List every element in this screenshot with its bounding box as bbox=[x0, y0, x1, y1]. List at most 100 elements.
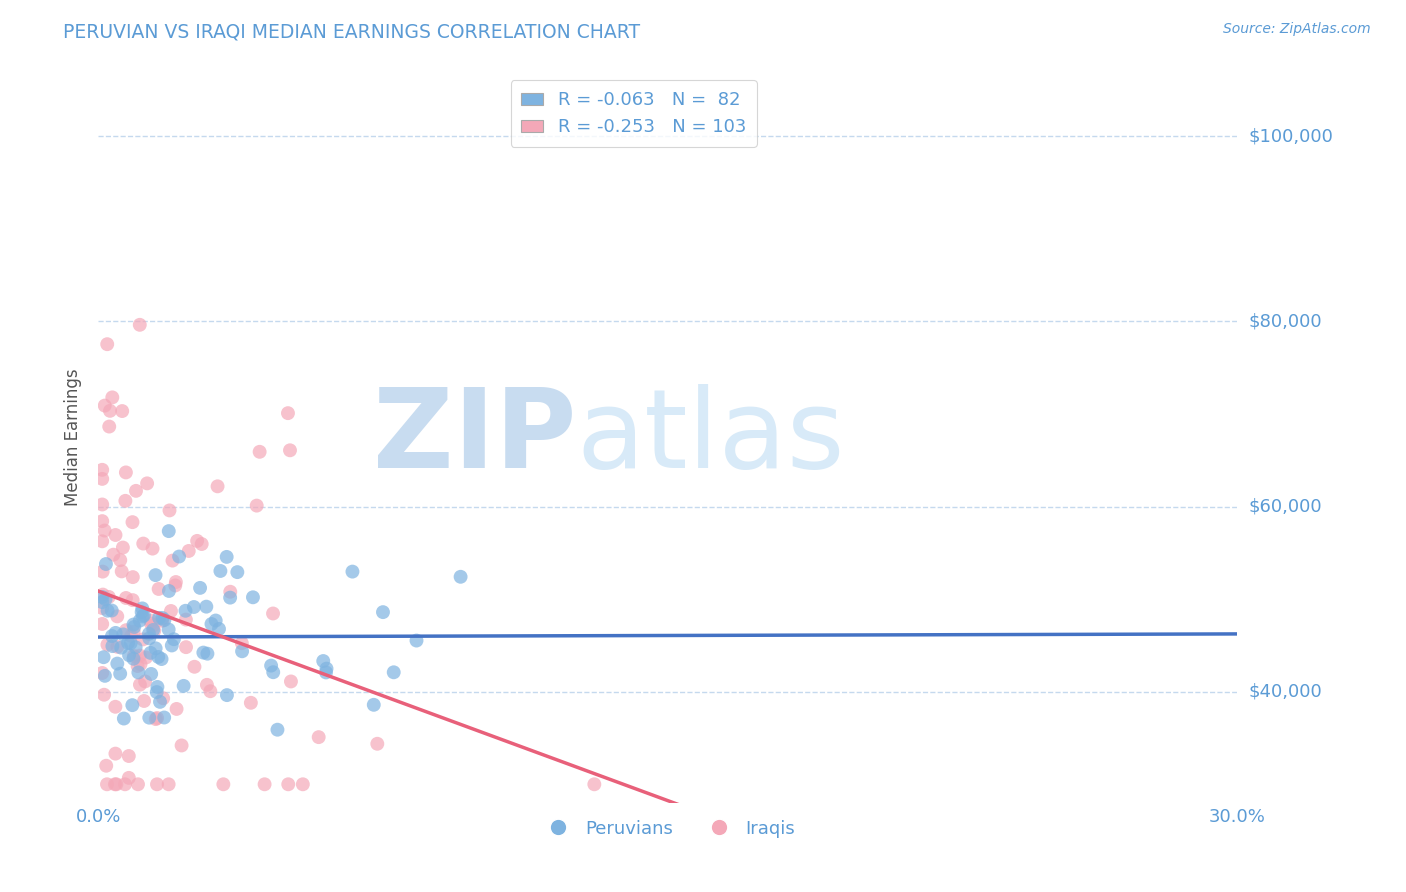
Text: PERUVIAN VS IRAQI MEDIAN EARNINGS CORRELATION CHART: PERUVIAN VS IRAQI MEDIAN EARNINGS CORREL… bbox=[63, 22, 640, 41]
Point bbox=[96, 758, 118, 772]
Point bbox=[91, 514, 114, 528]
Point bbox=[135, 650, 157, 665]
Point bbox=[115, 591, 138, 605]
Point bbox=[162, 553, 184, 567]
Point bbox=[145, 568, 167, 582]
Legend: Peruvians, Iraqis: Peruvians, Iraqis bbox=[533, 813, 803, 845]
Point bbox=[122, 652, 145, 666]
Point bbox=[278, 443, 301, 458]
Point bbox=[91, 601, 114, 615]
Point bbox=[219, 591, 242, 605]
Point bbox=[101, 629, 124, 643]
Point bbox=[118, 648, 141, 663]
Point bbox=[101, 639, 124, 653]
Point bbox=[208, 622, 231, 636]
Point bbox=[127, 659, 149, 673]
Point bbox=[371, 605, 394, 619]
Point bbox=[97, 590, 120, 604]
Point bbox=[152, 691, 174, 706]
Point bbox=[91, 534, 114, 549]
Point bbox=[114, 493, 136, 508]
Point bbox=[104, 528, 127, 542]
Point bbox=[165, 574, 187, 589]
Point bbox=[115, 623, 138, 637]
Point bbox=[291, 777, 314, 791]
Point bbox=[94, 592, 117, 607]
Point bbox=[117, 636, 139, 650]
Point bbox=[266, 723, 288, 737]
Point bbox=[219, 584, 242, 599]
Point bbox=[91, 472, 114, 486]
Point bbox=[96, 638, 118, 652]
Point bbox=[215, 549, 238, 564]
Point bbox=[146, 777, 169, 791]
Point bbox=[138, 627, 160, 641]
Point bbox=[104, 747, 127, 761]
Point bbox=[195, 599, 218, 614]
Point bbox=[100, 603, 122, 617]
Point bbox=[120, 636, 142, 650]
Point bbox=[312, 654, 335, 668]
Point bbox=[93, 399, 115, 413]
Point bbox=[148, 649, 170, 664]
Point bbox=[105, 640, 128, 654]
Point bbox=[209, 564, 232, 578]
Point bbox=[193, 646, 215, 660]
Point bbox=[136, 476, 159, 491]
Point bbox=[366, 737, 388, 751]
Point bbox=[121, 570, 143, 584]
Point bbox=[91, 595, 114, 609]
Point bbox=[450, 570, 472, 584]
Point bbox=[94, 557, 117, 571]
Point bbox=[91, 588, 114, 602]
Point bbox=[186, 533, 208, 548]
Point bbox=[115, 466, 138, 480]
Point bbox=[141, 667, 163, 681]
Text: Source: ZipAtlas.com: Source: ZipAtlas.com bbox=[1223, 22, 1371, 37]
Point bbox=[118, 771, 141, 785]
Point bbox=[277, 406, 299, 420]
Point bbox=[138, 632, 160, 646]
Point bbox=[91, 463, 114, 477]
Point bbox=[122, 617, 145, 632]
Point bbox=[174, 640, 197, 655]
Point bbox=[105, 657, 128, 671]
Point bbox=[97, 604, 120, 618]
Point bbox=[121, 698, 143, 713]
Point bbox=[128, 614, 150, 628]
Point bbox=[105, 777, 128, 791]
Point bbox=[226, 565, 249, 579]
Point bbox=[121, 593, 143, 607]
Point bbox=[121, 515, 143, 529]
Point bbox=[111, 565, 134, 579]
Point bbox=[260, 658, 283, 673]
Point bbox=[128, 318, 150, 332]
Point bbox=[94, 669, 117, 683]
Point bbox=[239, 696, 262, 710]
Point bbox=[128, 648, 150, 663]
Point bbox=[195, 678, 218, 692]
Point bbox=[101, 391, 124, 405]
Point bbox=[163, 632, 186, 647]
Point bbox=[157, 777, 180, 791]
Point bbox=[188, 581, 211, 595]
Point bbox=[174, 604, 197, 618]
Point bbox=[111, 404, 134, 418]
Point bbox=[142, 623, 165, 637]
Point bbox=[131, 601, 153, 615]
Point bbox=[91, 565, 114, 579]
Point bbox=[167, 549, 190, 564]
Point bbox=[150, 652, 173, 666]
Point bbox=[118, 749, 141, 764]
Point bbox=[143, 624, 166, 638]
Point bbox=[91, 498, 114, 512]
Point bbox=[131, 609, 153, 624]
Point bbox=[145, 712, 167, 726]
Point bbox=[231, 636, 253, 650]
Text: $60,000: $60,000 bbox=[1249, 498, 1322, 516]
Point bbox=[124, 640, 146, 655]
Point bbox=[405, 633, 427, 648]
Point bbox=[108, 666, 131, 681]
Text: $80,000: $80,000 bbox=[1249, 312, 1322, 330]
Point bbox=[96, 337, 118, 351]
